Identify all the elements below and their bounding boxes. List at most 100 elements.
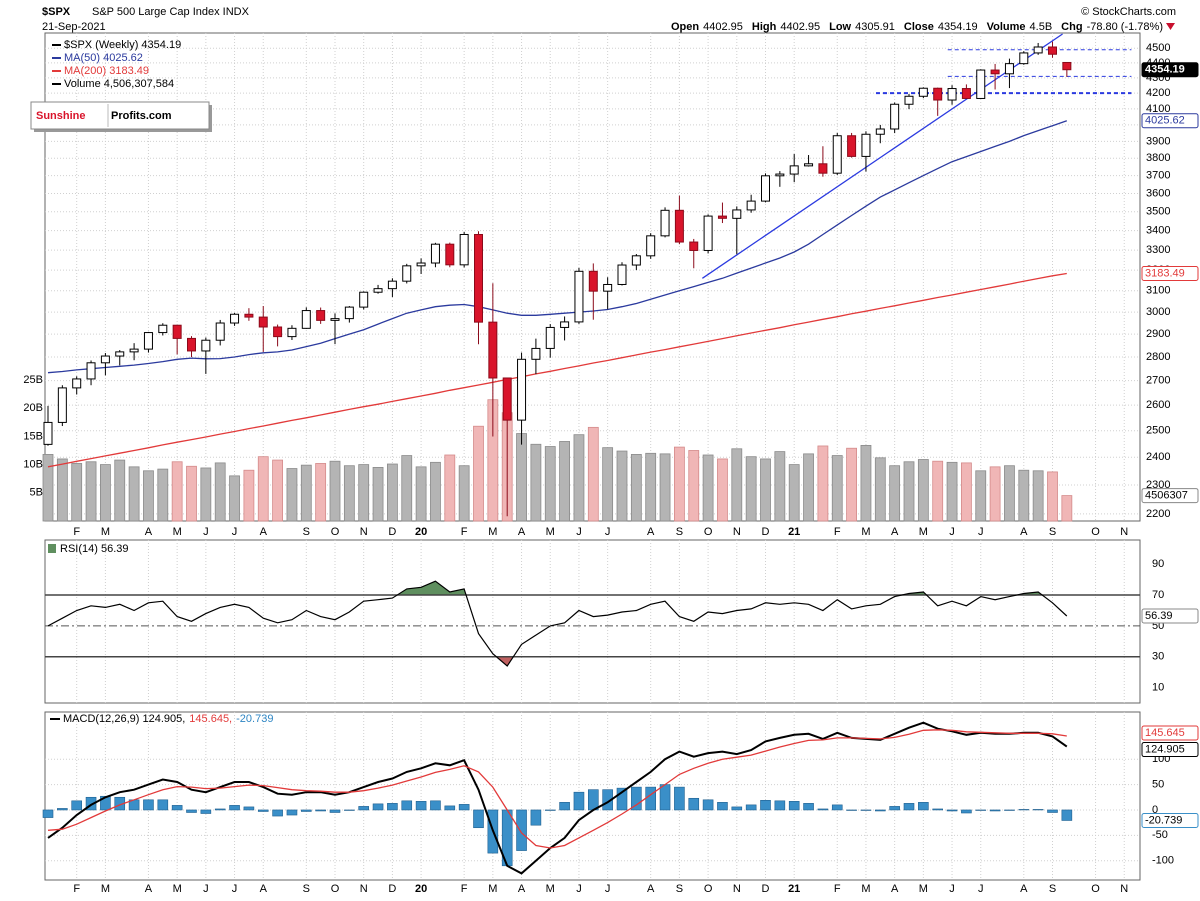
x-tick-label: O [1091,883,1100,895]
histogram-bar [788,801,800,811]
candle-body [143,332,153,350]
x-tick-label: J [978,883,984,895]
candle-body [933,87,943,101]
x-tick-label: M [919,526,928,538]
legend-entry: 145.645, [189,713,232,725]
value-tag-box [1141,742,1199,758]
plot-layer: 2200 2300 2400 2500 2600 2700 2800 2900 3000 3100… [23,33,1199,895]
candle-body [1062,61,1072,71]
x-tick-label: D [388,526,396,538]
quote: Open 4402.95 High 4402.95 Low 4305.91 Close 435… [671,21,1163,33]
candle-body [359,291,369,308]
candle-body [617,264,627,285]
moving-average [47,120,1068,374]
histogram-bar [300,809,312,812]
histogram-bar [961,809,972,814]
histogram-bar [444,805,456,811]
histogram-bar [544,809,556,811]
histogram-bar [918,802,929,811]
down-arrow [1166,23,1175,30]
histogram-bar [745,804,757,811]
value-tag: 56.39 [1145,610,1173,622]
x-tick-label: M [861,526,870,538]
histogram-bar [329,809,341,813]
histogram-bar [860,809,872,811]
histogram-bar [286,809,298,816]
volume-bar [100,464,111,522]
volume-bar [516,433,527,522]
volume-bar [71,463,83,522]
candle-body [172,324,182,339]
histogram-bar [344,809,355,811]
volume-bar [401,455,413,522]
overbought-fill [397,581,1043,596]
candle-body [488,321,498,379]
candle-body [775,173,785,177]
volume-bar [659,453,671,522]
y-tick-label: 15B [23,430,43,442]
histogram-bar [645,786,657,811]
volume-bar [300,464,312,522]
y-tick-label: 0 [1152,804,1158,816]
candle-body [115,351,125,357]
x-tick-label: J [605,883,611,895]
x-tick-label: M [173,526,182,538]
candle-body [100,355,110,364]
histogram-bar [932,808,944,811]
histogram-bar [903,803,915,811]
logo-right: Profits.com [111,110,172,122]
candle-body [1048,46,1057,55]
histogram-bar [831,804,843,811]
y-tick-label: 70 [1152,589,1164,601]
histogram-bar [372,803,384,811]
x-tick-label: N [733,526,741,538]
candle-body [761,175,770,202]
x-tick-label: M [173,883,182,895]
candle-body [86,362,96,380]
volume-bar [458,465,470,522]
legend-icon [48,544,56,553]
volume-bar [587,426,599,522]
quote-value: 4305.91 [855,21,895,33]
histogram-bar [573,791,585,811]
candle-body [502,377,512,421]
histogram-bar [659,784,671,811]
volume-bar [473,425,484,522]
histogram-bar [401,800,413,811]
histogram-bar [702,799,714,811]
volume-bar [1032,470,1044,522]
histogram-bar [200,809,212,814]
candle-body [545,326,555,349]
histogram-bar [186,809,197,813]
x-tick-label: M [488,526,497,538]
volume-bar [903,461,915,522]
quote-label: Chg [1061,21,1082,33]
y-tick-label: 3400 [1146,225,1170,237]
value-tag-box [1141,725,1199,741]
volume-bar [85,461,97,522]
volume-bar [630,454,642,522]
y-tick-label: 3700 [1146,170,1170,182]
volume-bar [559,441,570,522]
x-tick-label: F [73,526,80,538]
legend: MACD(12,26,9) 124.905, 145.645, -20.739 [63,713,273,725]
histogram-bar [1061,809,1073,821]
histogram-bar [516,809,527,851]
y-tick-label: 25B [23,374,43,386]
value-tag-box [1141,812,1199,828]
value-tag: 4506307 [1145,489,1188,501]
value-tag-box [1141,62,1199,78]
candle-body [416,262,426,267]
histogram-bar [674,786,685,811]
histogram-bar [803,803,814,811]
y-tick-label: 10B [23,458,43,470]
volume-bar [243,469,255,522]
x-tick-label: D [762,883,770,895]
x-tick-label: A [647,526,655,538]
volume-bar [329,460,341,522]
candle-body [746,200,756,211]
volume-bar [774,451,786,522]
volume-bar [573,434,585,522]
x-tick-label: F [834,526,841,538]
